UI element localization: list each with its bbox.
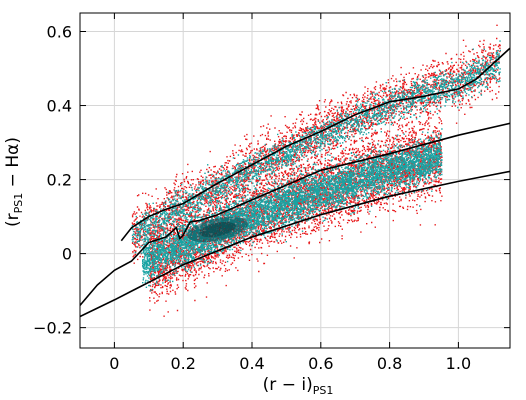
y-tick-label: 0.6 [47, 23, 72, 42]
scatter-population-inner_points [131, 40, 501, 292]
x-tick-label: 0.6 [308, 354, 333, 373]
y-tick-label: 0 [62, 245, 72, 264]
model-line-1 [80, 170, 510, 318]
model-line-3 [80, 122, 510, 306]
plot-frame [79, 12, 511, 349]
y-tick-label: −0.2 [33, 319, 72, 338]
y-tick-label: 0.2 [47, 171, 72, 190]
y-tick-labels: −0.2 0 0.2 0.4 0.6 [33, 23, 72, 338]
model-line-2 [120, 47, 510, 242]
dense-core-center [199, 221, 236, 238]
axis-ticks [80, 13, 510, 348]
dense-core [187, 216, 248, 243]
model-lines [80, 47, 510, 318]
scatter-points [131, 24, 501, 317]
y-tick-label: 0.4 [47, 97, 72, 116]
y-axis-label: (rPS1 − Hα) [3, 137, 25, 227]
x-tick-label: 0.2 [170, 354, 195, 373]
x-tick-label: 1.0 [446, 354, 471, 373]
x-tick-labels: 0 0.2 0.4 0.6 0.8 1.0 [109, 354, 471, 373]
x-tick-label: 0.8 [377, 354, 402, 373]
x-tick-label: 0 [109, 354, 119, 373]
x-axis-label: (r − i)PS1 [263, 375, 334, 397]
x-tick-label: 0.4 [239, 354, 264, 373]
